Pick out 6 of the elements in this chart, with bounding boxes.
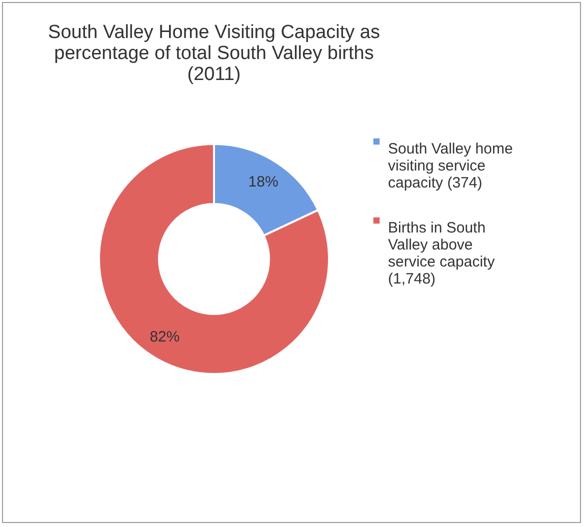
data-label: 18% (248, 173, 278, 190)
legend-label: Births in South Valley above service capacity (1,748) (388, 220, 496, 288)
data-label: 82% (150, 328, 180, 346)
legend-label: South Valley home visiting service capacity (374) (388, 140, 513, 192)
donut-slice (98, 143, 330, 375)
chart-title: South Valley Home Visiting Capacity as percentage of total South Valley births (2011) (48, 22, 380, 85)
